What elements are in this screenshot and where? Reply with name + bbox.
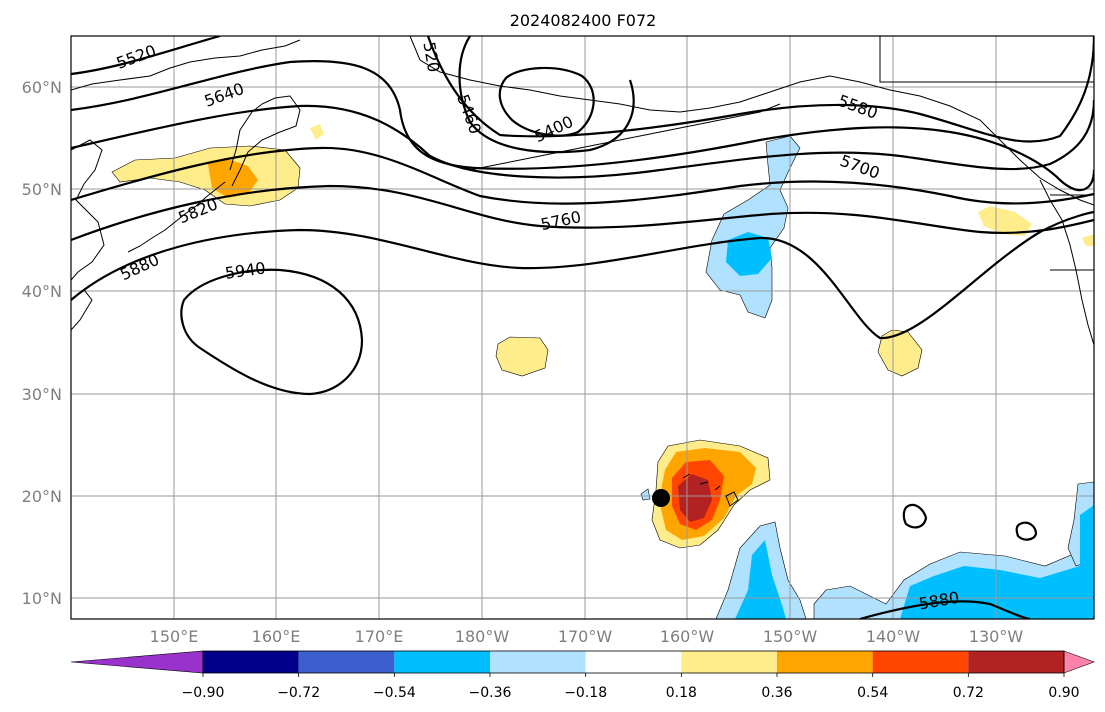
anomaly-positive-midpacific [495,336,549,377]
anomaly-positive-subtropic [877,329,923,377]
lon-label: 160°W [660,627,715,646]
colorbar-segment [203,651,299,673]
colorbar-segment [298,651,395,673]
lat-label: 60°N [22,78,62,97]
colorbar-tick-label: 0.36 [761,685,792,701]
lat-label: 40°N [22,282,62,301]
colorbar-segment [777,651,873,673]
colorbar-segment [394,651,490,673]
contour-small-2 [1015,521,1038,541]
lon-label: 130°W [969,627,1024,646]
anomaly-positive-small-north [310,124,324,140]
contour-5760 [71,146,1094,205]
colorbar-extend-low [70,650,204,674]
colorbar-segment [490,651,586,673]
figure-title: 2024082400 F072 [510,11,657,30]
colorbar-tick-label: −0.36 [469,685,512,701]
colorbar-frame [202,650,1065,674]
lon-label: 150°W [763,627,818,646]
lon-label: 180°W [455,627,510,646]
longitude-labels: 150°E 160°E 170°E 180°W 170°W 160°W 150°W 140°W… [150,627,1024,646]
anomaly-negative-south-2-core [900,555,1094,619]
lon-label: 140°W [866,627,921,646]
colorbar-tick-label: −0.54 [373,685,416,701]
colorbar-tick-label: 0.90 [1048,685,1079,701]
coast-alaska [409,36,1094,206]
coast-bc [1039,179,1094,346]
lat-label: 50°N [22,180,62,199]
lon-label: 170°E [355,627,404,646]
anomaly-negative-south-east-core [1080,505,1094,566]
map-frame [70,35,1095,620]
contour-small-1 [902,503,928,529]
coast-kurils [127,181,226,253]
lat-label: 30°N [22,385,62,404]
anomaly-negative-dot [640,488,651,501]
colorbar-segment [681,651,777,673]
contour-5520 [71,36,221,76]
colorbar-tick-label: −0.18 [564,685,607,701]
coast-hawaii [682,473,739,507]
height-contours [71,36,1094,619]
map-panel: 5520 5640 5820 5880 5940 520 5460 5400 5… [71,36,1094,619]
colorbar-segment [585,651,682,673]
contour-5460 [458,36,635,154]
colorbar-segment [872,651,969,673]
contour-5880-south [859,600,1031,619]
lat-label: 10°N [22,589,62,608]
contour-5820 [71,184,1094,242]
anomaly-negative-gulf-core [726,232,772,276]
coast-aleutians [469,103,781,171]
anomaly-positive-kamchatka [111,145,301,207]
coast-kamchatka [229,95,301,187]
colorbar-tick-label: −0.90 [182,685,225,701]
anomaly-negative-south-1-core [735,540,786,619]
colorbar-tick-label: 0.18 [666,685,697,701]
anomaly-positive-kamchatka-core [208,158,258,198]
anomaly-negative-gulf [705,135,801,319]
colorbar: −0.90 −0.72 −0.54 −0.36 −0.18 0.18 0.36 0.54 0.7… [70,650,1095,701]
contour-5700 [71,99,1094,179]
colorbar-tick-label: 0.54 [857,685,888,701]
lon-label: 150°E [150,627,199,646]
lon-label: 160°E [252,627,301,646]
anomaly-positive-coast-2 [1082,234,1094,246]
anomaly-positive-coast [978,206,1032,236]
colorbar-extend-high [1063,650,1095,674]
colorbar-tick-label: 0.72 [953,685,984,701]
lon-label: 170°W [558,627,613,646]
contour-5940 [180,268,364,396]
contour-5880 [71,210,1094,340]
contour-5400 [498,66,595,137]
colorbar-segment [968,651,1064,673]
contour-5580 [426,36,1094,143]
station-marker [652,489,670,507]
lat-label: 20°N [22,487,62,506]
colorbar-tick-label: −0.72 [277,685,320,701]
latitude-labels: 60°N 50°N 40°N 30°N 20°N 10°N [22,78,62,608]
contour-5640 [71,59,1094,192]
